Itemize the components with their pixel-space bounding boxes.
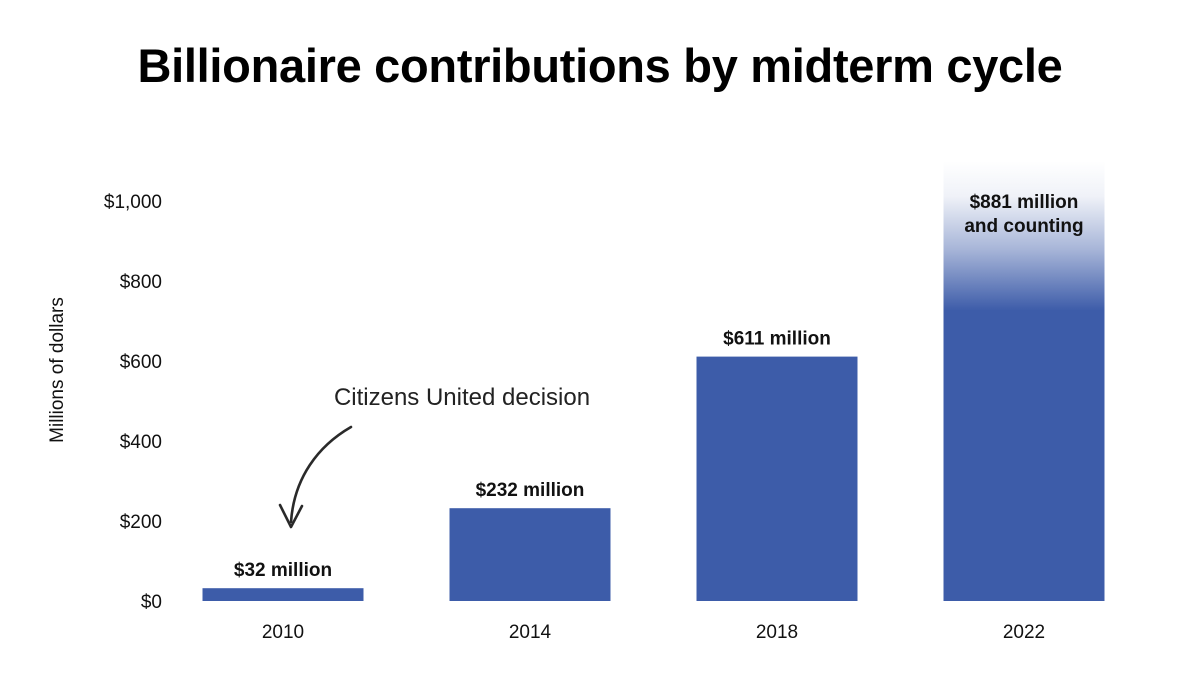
- chart-title: Billionaire contributions by midterm cyc…: [137, 39, 1063, 92]
- y-axis-title: Millions of dollars: [47, 297, 68, 443]
- x-axis: 2010 2014 2018 2022: [262, 622, 1045, 643]
- data-label-2018: $611 million: [723, 329, 831, 350]
- annotation: Citizens United decision: [278, 384, 590, 529]
- data-label-2010: $32 million: [234, 560, 332, 581]
- bars: [202, 161, 1105, 601]
- bar-2022: [943, 161, 1105, 601]
- y-tick-label: $400: [120, 432, 162, 453]
- annotation-arrow: [289, 425, 353, 524]
- data-label-2014: $232 million: [476, 480, 585, 501]
- x-tick-label: 2010: [262, 622, 304, 643]
- data-labels: $32 million $232 million $611 million $881 …: [234, 192, 1084, 581]
- annotation-arrowhead: [278, 503, 304, 529]
- y-tick-label: $800: [120, 272, 162, 293]
- y-tick-label: $0: [141, 592, 162, 613]
- bar-2010: [202, 588, 364, 601]
- annotation-text: Citizens United decision: [334, 384, 590, 411]
- x-tick-label: 2022: [1003, 622, 1045, 643]
- data-label-2022: $881 million and counting: [964, 192, 1083, 237]
- x-tick-label: 2014: [509, 622, 552, 643]
- y-tick-label: $600: [120, 352, 162, 373]
- y-tick-label: $200: [120, 512, 162, 533]
- x-tick-label: 2018: [756, 622, 798, 643]
- y-tick-label: $1,000: [104, 192, 162, 213]
- y-axis: $0 $200 $400 $600 $800 $1,000: [104, 192, 162, 613]
- bar-2014: [449, 508, 611, 601]
- bar-2018: [696, 356, 858, 601]
